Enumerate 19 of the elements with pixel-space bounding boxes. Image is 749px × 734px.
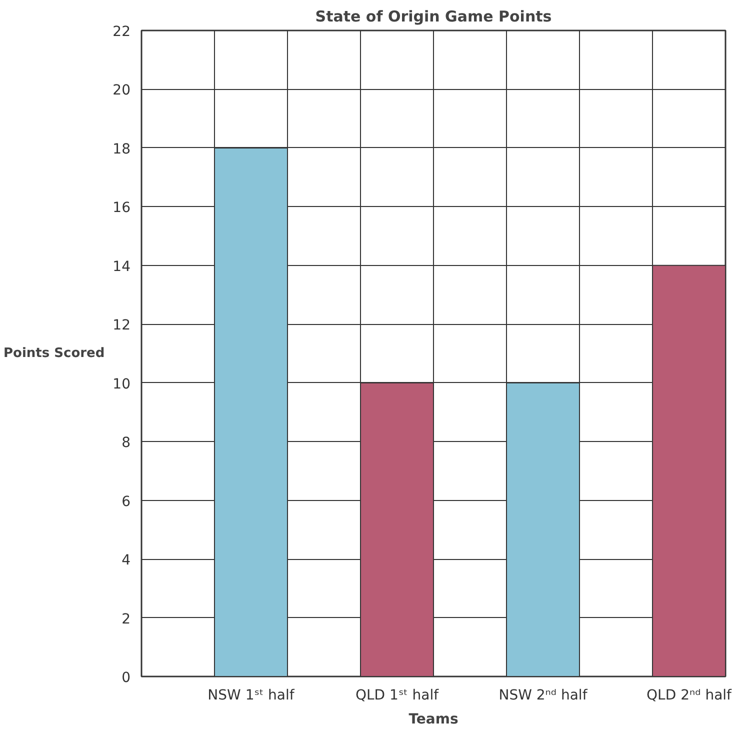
y-tick-label: 22 [112, 24, 131, 40]
y-tick-label: 8 [122, 435, 131, 452]
y-tick-label: 6 [122, 494, 131, 510]
y-tick-label: 16 [112, 200, 131, 216]
x-tick-label: QLD 1ˢᵗ half [355, 688, 440, 704]
y-tick-label: 20 [112, 82, 131, 99]
x-axis-title: Teams [408, 712, 458, 728]
y-tick-label: 10 [112, 376, 131, 392]
y-tick-label: 2 [122, 611, 131, 628]
y-tick-label: 4 [122, 552, 131, 569]
x-tick-label: NSW 1ˢᵗ half [208, 688, 296, 704]
y-tick-label: 0 [122, 670, 131, 686]
x-tick-label: NSW 2ⁿᵈ half [498, 688, 588, 704]
chart-title: State of Origin Game Points [315, 8, 552, 26]
y-tick-label: 18 [112, 141, 131, 158]
x-tick-label: QLD 2ⁿᵈ half [646, 688, 733, 704]
y-axis-title: Points Scored [4, 346, 105, 361]
y-tick-label: 12 [112, 318, 131, 334]
y-tick-label: 14 [112, 258, 131, 275]
